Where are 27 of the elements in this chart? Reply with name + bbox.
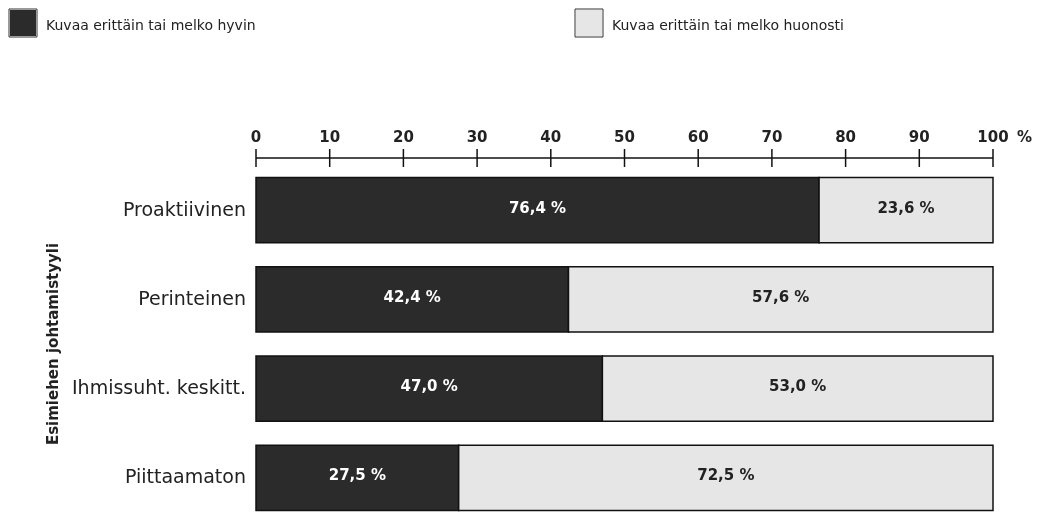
data-label: 57,6 % <box>752 287 810 306</box>
x-tick-label: 100 <box>977 128 1009 146</box>
x-tick-label: 80 <box>835 128 857 146</box>
x-tick-label: 90 <box>908 128 930 146</box>
x-tick-label: 70 <box>761 128 783 146</box>
x-tick-label: 50 <box>614 128 635 146</box>
data-label: 27,5 % <box>328 466 386 485</box>
y-tick-label: Piittaamaton <box>124 465 246 488</box>
legend-label: Kuvaa erittäin tai melko huonosti <box>612 17 844 33</box>
data-label: 47,0 % <box>400 377 458 396</box>
data-label: 72,5 % <box>697 466 755 485</box>
data-label: 76,4 % <box>508 198 567 217</box>
data-label: 42,4 % <box>383 287 441 306</box>
data-label: 23,6 % <box>877 198 935 217</box>
y-tick-label: Ihmissuht. keskitt. <box>72 376 246 399</box>
x-tick-label: 40 <box>540 128 562 146</box>
x-tick-label: 30 <box>466 128 488 146</box>
x-tick-label: 20 <box>392 128 414 146</box>
data-label: 53,0 % <box>769 377 827 396</box>
x-tick-label: 0 <box>250 128 262 146</box>
x-axis-title: % <box>1017 128 1033 146</box>
y-axis-title: Esimiehen johtamistyyli <box>44 242 62 446</box>
legend-label: Kuvaa erittäin tai melko hyvin <box>46 17 256 33</box>
x-tick-label: 10 <box>319 128 341 146</box>
y-tick-label: Perinteinen <box>138 286 246 309</box>
y-tick-label: Proaktiivinen <box>122 197 246 220</box>
x-tick-label: 60 <box>687 128 709 146</box>
